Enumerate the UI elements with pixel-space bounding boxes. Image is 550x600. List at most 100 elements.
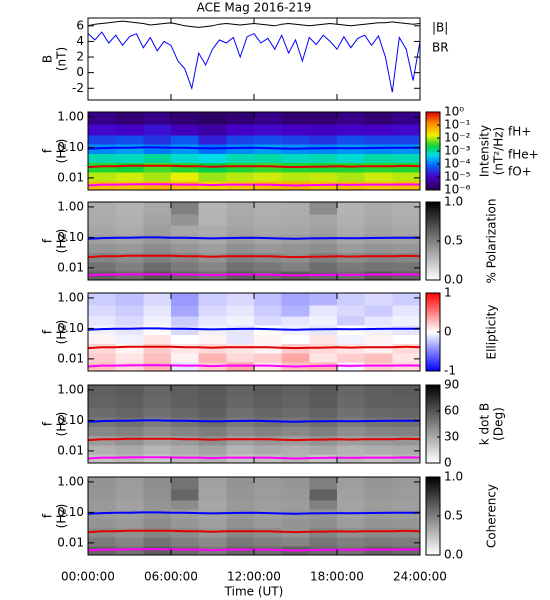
heatmap-cell: [143, 144, 172, 154]
heatmap-cell: [226, 293, 255, 306]
heatmap-cell: [226, 252, 255, 263]
heatmap-cell: [115, 352, 144, 363]
data-line: [88, 529, 420, 534]
heatmap-cell: [364, 243, 393, 254]
heatmap-cell: [115, 325, 144, 335]
y-axis-label: (nT): [55, 47, 69, 71]
y-tick-label: 0.01: [57, 170, 84, 184]
heatmap-cell: [115, 417, 144, 427]
heatmap-cell: [143, 252, 172, 263]
heatmap-cell: [392, 325, 420, 335]
heatmap-cell: [143, 518, 172, 529]
heatmap-cell: [115, 162, 144, 173]
heatmap-cell: [309, 518, 338, 529]
heatmap-cell: [254, 396, 283, 409]
heatmap-cell: [115, 477, 144, 490]
y-axis-label: f: [41, 148, 55, 153]
heatmap-cell: [309, 153, 338, 164]
heatmap-cell: [309, 536, 338, 547]
heatmap-cell: [198, 518, 227, 529]
heatmap-cell: [143, 417, 172, 427]
heatmap-cell: [198, 352, 227, 363]
x-tick-label: 06:00:00: [144, 570, 198, 584]
heatmap-cell: [198, 112, 227, 125]
y-tick-label: 0.10: [57, 321, 84, 335]
heatmap-cell: [392, 343, 420, 354]
heatmap-cell: [171, 180, 200, 190]
heatmap-cell: [226, 315, 255, 326]
heatmap-cell: [254, 407, 283, 418]
y-tick-label: 0.10: [57, 230, 84, 244]
plot-area: [88, 20, 420, 93]
heatmap-cell: [254, 162, 283, 173]
heatmap-cell: [115, 180, 144, 190]
heatmap-cell: [143, 343, 172, 354]
heatmap-cell: [281, 293, 310, 306]
heatmap-cell: [254, 123, 283, 136]
heatmap-cell: [392, 252, 420, 263]
heatmap-cell: [226, 527, 255, 538]
data-line: [88, 511, 420, 515]
heatmap-cell: [143, 426, 172, 437]
heatmap-cell: [364, 112, 393, 125]
heatmap-cell: [115, 527, 144, 538]
heatmap-cell: [226, 261, 255, 272]
heatmap-cell: [115, 144, 144, 154]
heatmap-cell: [254, 153, 283, 164]
heatmap-cell: [88, 385, 117, 398]
heatmap-cell: [309, 396, 338, 409]
heatmap-cell: [88, 123, 117, 136]
x-tick-label: 24:00:00: [393, 570, 447, 584]
legend-label: fHe+: [508, 148, 539, 162]
heatmap-cell: [392, 134, 420, 145]
heatmap-cell: [392, 518, 420, 529]
y-axis-label: f: [41, 513, 55, 518]
heatmap-cell: [115, 224, 144, 235]
heatmap-cell: [364, 453, 393, 463]
heatmap-cell: [254, 435, 283, 446]
heatmap-cell: [171, 417, 200, 427]
data-line: [88, 236, 420, 240]
heatmap-cell: [171, 352, 200, 363]
y-tick-label: 0.01: [57, 443, 84, 457]
heatmap-cell: [392, 417, 420, 427]
heatmap-cell: [88, 396, 117, 409]
heatmap-cell: [88, 343, 117, 354]
colorbar: [425, 384, 441, 464]
heatmap-cell: [392, 270, 420, 280]
y-tick-label: 0.10: [57, 505, 84, 519]
colorbar-tick-label: 1: [444, 286, 452, 300]
heatmap-cell: [281, 407, 310, 418]
heatmap-cell: [171, 361, 200, 371]
heatmap-cell: [254, 293, 283, 306]
heatmap-cell: [281, 518, 310, 529]
heatmap-cell: [143, 243, 172, 254]
y-tick-label: 1.00: [57, 109, 84, 123]
heatmap-cell: [88, 499, 117, 510]
heatmap-cell: [198, 134, 227, 145]
heatmap-cell: [309, 224, 338, 235]
heatmap-cell: [392, 112, 420, 125]
heatmap-cell: [143, 407, 172, 418]
colorbar-tick-label: 10⁰: [444, 105, 464, 119]
y-tick-label: 1.00: [57, 199, 84, 213]
heatmap-cell: [171, 396, 200, 409]
heatmap-cell: [115, 270, 144, 280]
heatmap-cell: [143, 352, 172, 363]
heatmap-cell: [309, 261, 338, 272]
heatmap-cell: [364, 435, 393, 446]
heatmap-cell: [281, 112, 310, 125]
heatmap-cell: [226, 426, 255, 437]
heatmap-cell: [115, 153, 144, 164]
heatmap-cell: [143, 444, 172, 455]
colorbar-tick-label: -1: [444, 364, 456, 378]
heatmap-cell: [254, 252, 283, 263]
heatmap-cell: [254, 315, 283, 326]
y-axis-label: (Hz): [55, 320, 69, 345]
heatmap-cell: [309, 213, 338, 226]
heatmap-cell: [364, 180, 393, 190]
heatmap-cell: [337, 261, 366, 272]
heatmap-cell: [115, 293, 144, 306]
heatmap-cell: [143, 304, 172, 317]
heatmap-cell: [143, 385, 172, 398]
